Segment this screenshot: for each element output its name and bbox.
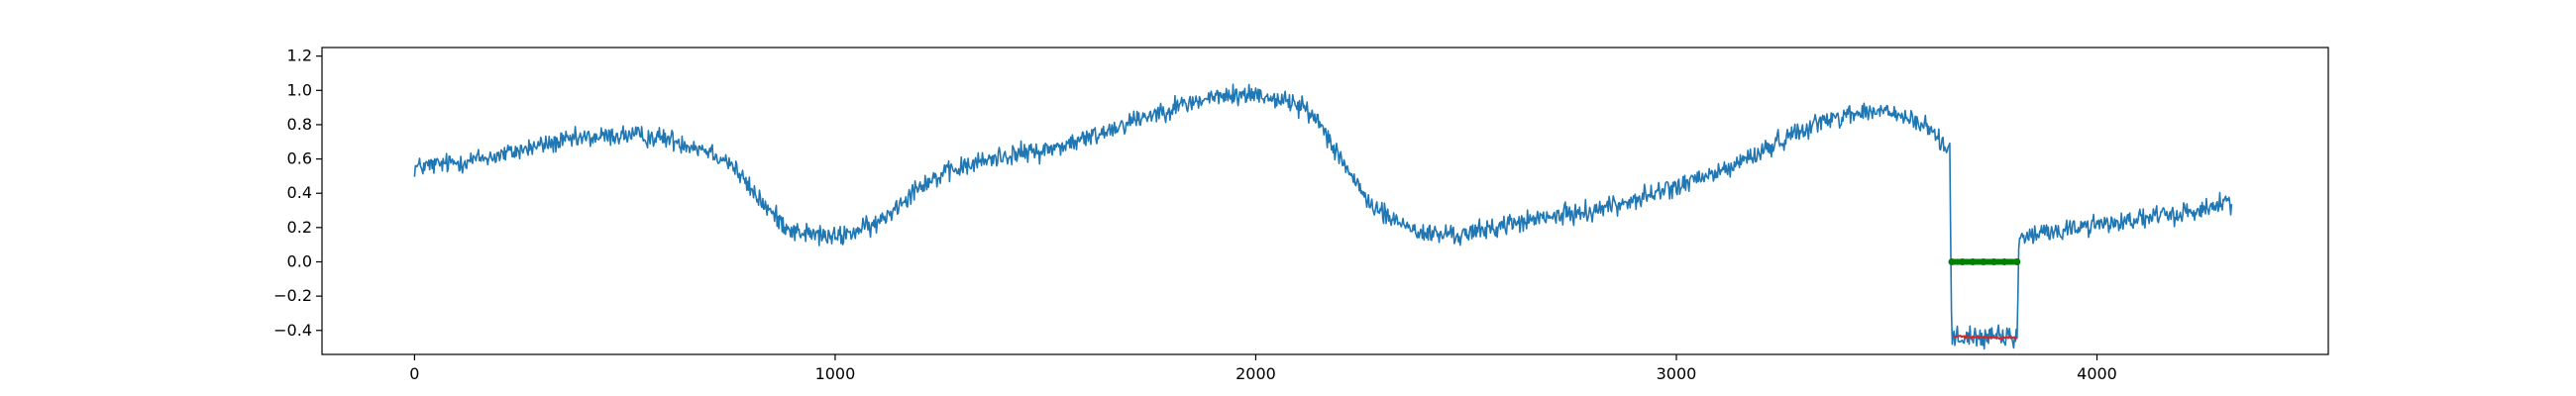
y-tick-label: −0.2 <box>273 286 312 305</box>
series-line-main <box>413 83 2233 350</box>
x-tick-label: 3000 <box>1657 364 1697 383</box>
series-line-red <box>1953 335 2018 341</box>
y-tick-label: 0.6 <box>287 149 312 168</box>
x-tick-label: 2000 <box>1235 364 1276 383</box>
y-tick-label: 0.2 <box>287 218 312 237</box>
green-marker-point <box>2000 257 2008 265</box>
data-marks <box>413 83 2233 350</box>
green-marker-point <box>1969 257 1977 265</box>
green-marker-point <box>1959 257 1967 265</box>
x-tick-label: 4000 <box>2077 364 2117 383</box>
y-tick-label: −0.4 <box>273 321 312 340</box>
green-marker-point <box>1990 257 1997 265</box>
y-tick-label: 0.4 <box>287 183 312 202</box>
green-marker-point <box>1948 257 1956 265</box>
y-tick-label: 1.2 <box>287 47 312 65</box>
y-tick-label: 0.8 <box>287 115 312 134</box>
y-tick-label: 1.0 <box>287 80 312 99</box>
x-tick-label: 1000 <box>815 364 856 383</box>
x-tick-label: 0 <box>409 364 419 383</box>
y-tick-label: 0.0 <box>287 251 312 270</box>
axis-ticks: 0 1000 2000 3000 4000 −0.4 −0.2 0.0 0.2 0.4 0.6 0.8… <box>273 47 2117 383</box>
plot-frame <box>321 47 2329 355</box>
green-marker-point <box>2013 257 2021 265</box>
green-marker-point <box>1980 257 1987 265</box>
